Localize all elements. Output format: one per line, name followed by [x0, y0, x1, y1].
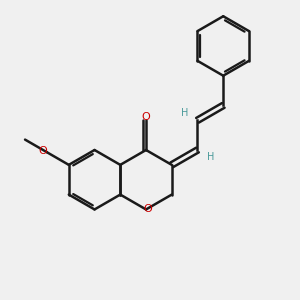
Text: O: O — [38, 146, 47, 156]
Text: O: O — [143, 204, 152, 214]
Text: H: H — [181, 108, 188, 118]
Text: H: H — [207, 152, 214, 162]
Text: O: O — [142, 112, 150, 122]
